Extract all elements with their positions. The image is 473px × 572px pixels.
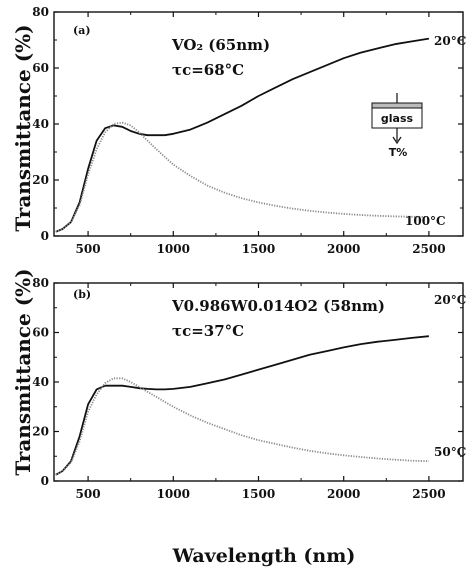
x-tick-label: 500 — [76, 242, 101, 256]
y-tick-label: 80 — [32, 276, 49, 290]
x-axis-label: Wavelength (nm) — [172, 545, 356, 567]
y-tick-label: 40 — [32, 375, 49, 389]
series-label-20C-a: 20°C — [434, 34, 466, 48]
inset-film-layer — [371, 102, 423, 109]
x-tick-label: 2000 — [327, 487, 360, 501]
series-line-100C-a — [55, 121, 429, 233]
x-tick-label: 2000 — [327, 242, 360, 256]
inset-schematic: glass T% — [371, 93, 423, 159]
panel-b: 0 20 40 60 80 500 1000 1500 2000 2500 20°C 50°C — [32, 276, 466, 501]
series-label-20C-b: 20°C — [434, 293, 466, 307]
y-tick-label: 80 — [32, 5, 49, 19]
panel-label-a: (a) — [73, 24, 91, 37]
inset-t-label: T% — [389, 146, 408, 159]
y-tick-label: 20 — [32, 173, 49, 187]
y-tick-label: 40 — [32, 117, 49, 131]
annotation-tc-b: τc=37°C — [172, 322, 244, 340]
x-tick-label: 2500 — [412, 242, 445, 256]
x-tick-label: 1000 — [157, 487, 190, 501]
y-tick-label: 0 — [41, 229, 49, 243]
y-axis-label-a: Transmittance (%) — [11, 24, 35, 231]
series-label-50C-b: 50°C — [434, 445, 466, 459]
annotation-tc-a: τc=68°C — [172, 61, 244, 79]
panel-label-b: (b) — [73, 288, 91, 301]
series-line-20C-b — [55, 335, 429, 476]
y-tick-label: 60 — [32, 326, 49, 340]
inset-glass-label: glass — [381, 112, 414, 125]
x-tick-label: 1500 — [242, 242, 275, 256]
series-line-50C-b — [55, 377, 429, 476]
y-tick-label: 0 — [41, 474, 49, 488]
x-tick-label: 500 — [76, 487, 101, 501]
annotation-sample-a: VO₂ (65nm) — [171, 36, 270, 54]
y-tick-label: 60 — [32, 61, 49, 75]
annotation-sample-b: V0.986W0.014O2 (58nm) — [171, 297, 385, 315]
series-line-20C-a — [55, 37, 430, 233]
x-tick-label: 1500 — [242, 487, 275, 501]
y-tick-label: 20 — [32, 425, 49, 439]
x-tick-label: 1000 — [157, 242, 190, 256]
x-tick-label: 2500 — [412, 487, 445, 501]
y-axis-label-b: Transmittance (%) — [11, 268, 35, 475]
inset-arrow-head — [392, 136, 402, 145]
series-label-100C-a: 100°C — [405, 214, 446, 228]
panel-a: 0 20 40 60 80 500 1000 1500 2000 2500 20°C 100°C — [32, 5, 466, 256]
